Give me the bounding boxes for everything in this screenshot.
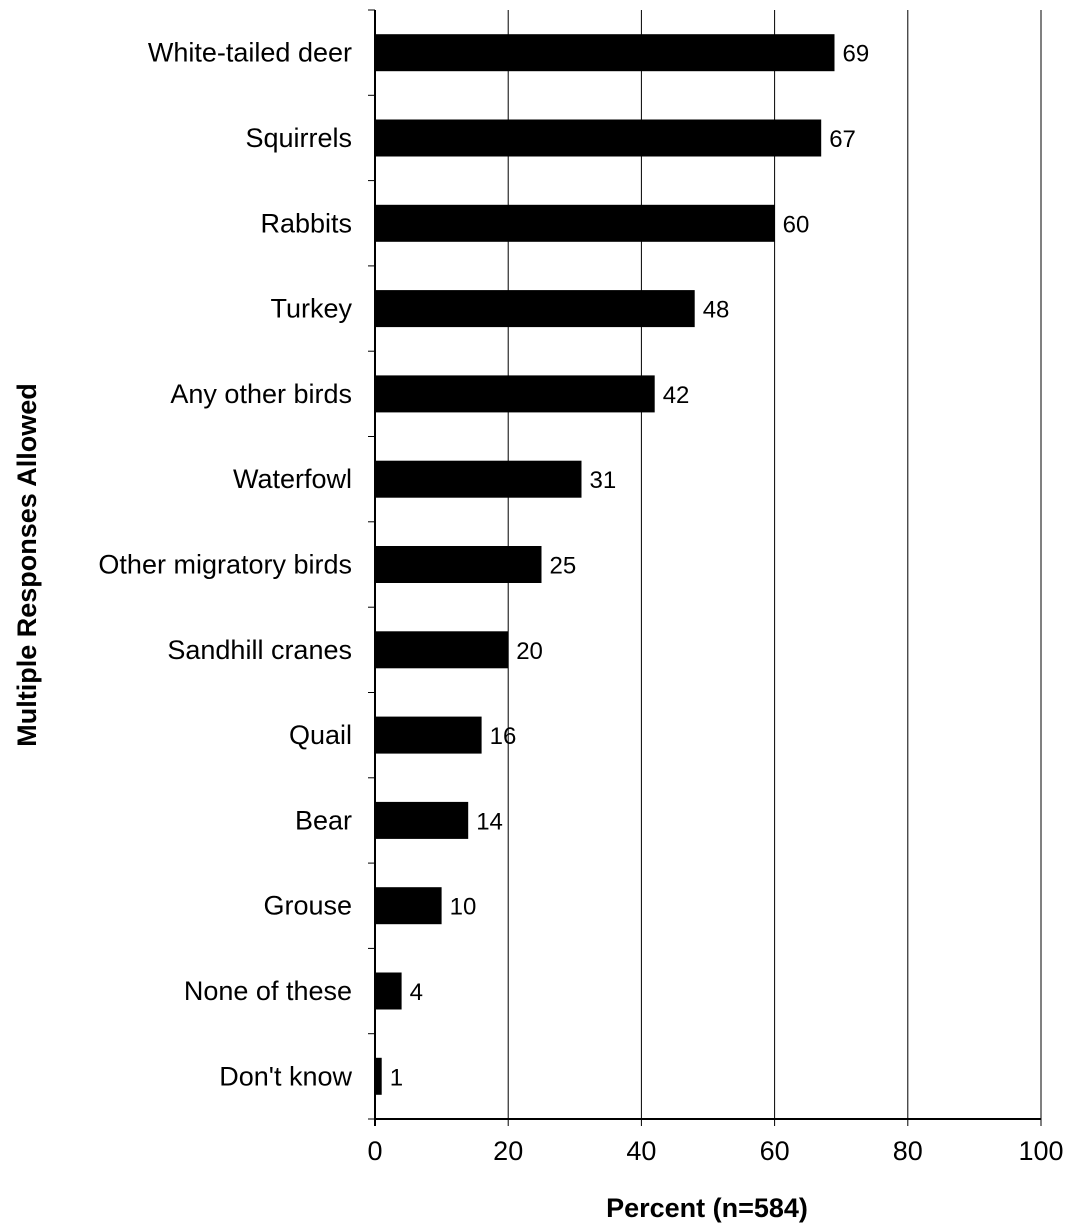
x-tick-label: 100 [1018, 1136, 1063, 1166]
category-label: Any other birds [170, 379, 352, 409]
category-labels: White-tailed deer Squirrels Rabbits Turkey A… [98, 38, 352, 1092]
bars [375, 34, 835, 1095]
bar [375, 34, 835, 72]
gridlines [507, 10, 1042, 1119]
category-label: Rabbits [260, 208, 352, 238]
x-tick-labels: 0 20 40 60 80 100 [367, 1136, 1063, 1166]
bar [375, 887, 442, 925]
category-label: Quail [289, 720, 352, 750]
data-label: 14 [476, 808, 503, 835]
category-label: Don't know [219, 1061, 352, 1091]
bar [375, 801, 469, 839]
bar [375, 375, 655, 413]
data-label: 69 [843, 41, 870, 68]
data-label: 16 [490, 723, 517, 750]
x-axis-title: Percent (n=584) [606, 1193, 808, 1223]
category-label: Bear [295, 805, 352, 835]
data-label: 1 [390, 1064, 403, 1091]
data-label: 25 [550, 553, 577, 580]
category-label: Waterfowl [233, 464, 352, 494]
category-label: Turkey [270, 294, 352, 324]
x-tick-label: 20 [493, 1136, 523, 1166]
bar [375, 1057, 382, 1095]
category-label: Squirrels [245, 123, 352, 153]
data-label: 42 [663, 382, 690, 409]
x-tick-label: 0 [367, 1136, 382, 1166]
y-axis-title: Multiple Responses Allowed [12, 383, 42, 747]
data-labels: 69 67 60 48 42 31 25 20 16 14 10 4 1 [390, 41, 870, 1092]
bar [375, 290, 695, 328]
category-label: None of these [184, 976, 352, 1006]
data-label: 67 [829, 126, 856, 153]
data-label: 48 [703, 297, 730, 324]
axes [368, 9, 1042, 1126]
bar [375, 119, 822, 157]
bar [375, 460, 582, 498]
bar [375, 972, 402, 1010]
data-label: 20 [516, 638, 543, 665]
bar [375, 204, 775, 242]
bar [375, 716, 482, 754]
bar [375, 631, 509, 669]
data-label: 60 [783, 211, 810, 238]
category-label: Other migratory birds [98, 550, 352, 580]
category-label: Grouse [263, 891, 352, 921]
x-tick-label: 80 [893, 1136, 923, 1166]
x-tick-label: 60 [760, 1136, 790, 1166]
category-label: Sandhill cranes [167, 635, 352, 665]
data-label: 10 [450, 894, 477, 921]
data-label: 31 [590, 467, 617, 494]
bar [375, 546, 542, 583]
category-label: White-tailed deer [148, 38, 352, 68]
data-label: 4 [410, 979, 423, 1006]
x-tick-label: 40 [626, 1136, 656, 1166]
